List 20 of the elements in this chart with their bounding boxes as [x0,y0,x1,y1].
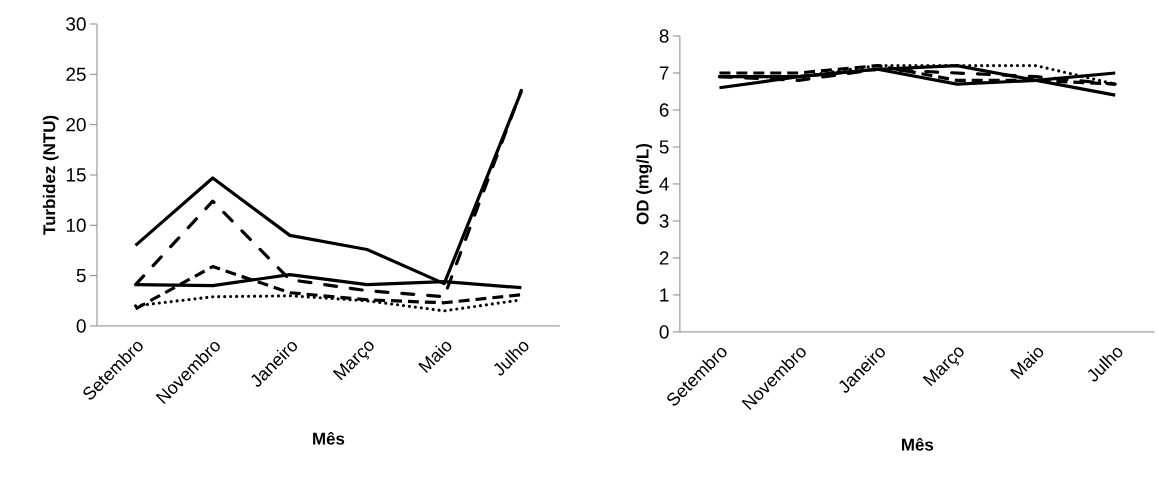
y-axis-title: OD (mg/L) [636,143,653,225]
y-tick-label: 2 [659,251,669,265]
y-tick-label: 7 [659,66,669,80]
y-tick-label: 6 [659,103,669,117]
y-tick-label: 5 [659,140,669,154]
y-tick-label: 0 [76,319,86,333]
x-axis-title: Mês [902,437,934,451]
y-tick-label: 30 [66,17,86,31]
y-tick-label: 25 [66,67,86,82]
y-axis-title: Turbidez (NTU) [42,115,59,235]
y-tick-label: 8 [659,29,669,43]
x-axis-title: Mês [313,431,345,445]
y-tick-label: 20 [66,117,86,132]
y-tick-label: 15 [66,168,86,182]
y-tick-label: 1 [660,288,669,302]
y-tick-label: 10 [66,218,86,233]
y-tick-label: 3 [659,214,669,228]
y-tick-label: 5 [76,269,86,283]
y-tick-label: 4 [659,177,669,191]
y-tick-label: 0 [659,325,669,339]
